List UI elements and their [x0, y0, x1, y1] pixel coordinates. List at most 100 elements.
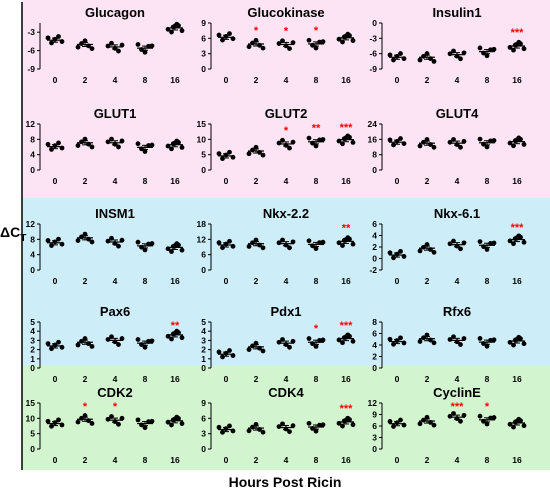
data-point-cycline	[458, 418, 463, 424]
x-tick-label-glut1: 8	[143, 176, 148, 186]
data-point-glut2	[310, 140, 315, 146]
data-point-pax6	[165, 333, 171, 339]
data-point-cycline	[491, 415, 497, 420]
data-point-cdk4	[223, 426, 229, 432]
y-tick-label-cycline: 0	[372, 444, 377, 454]
data-point-glucagon	[149, 43, 155, 49]
x-tick-label-glut1: 16	[170, 176, 180, 186]
data-point-pax6	[82, 336, 88, 341]
data-point-pax6	[109, 334, 114, 340]
data-point-cdk4	[306, 420, 312, 426]
y-tick-label-nkx-6-1: 6	[372, 219, 377, 229]
data-point-cdk4	[216, 424, 222, 430]
y-tick-label-rfx6: 0	[372, 363, 377, 373]
data-point-cdk4	[317, 422, 322, 428]
data-point-cycline	[454, 416, 460, 421]
y-tick-label-pax6: 4	[30, 326, 35, 336]
data-point-glut2	[320, 137, 326, 142]
data-point-glut2	[306, 135, 312, 141]
y-tick-label-nkx-6-1: -2	[369, 265, 377, 275]
panel-title-rfx6: Rfx6	[443, 304, 471, 319]
data-point-insulin1	[512, 42, 518, 48]
data-point-glucagon	[109, 40, 114, 46]
data-point-nkx-2-2	[276, 240, 282, 246]
data-point-glut1	[49, 146, 54, 152]
data-point-glucokinase	[287, 46, 292, 52]
data-point-glucokinase	[341, 34, 347, 40]
data-point-glucagon	[169, 29, 174, 35]
panel-nkx-2-2: Nkx-2.2 0 6 12 18 0 2 4 8 16 **	[197, 206, 356, 286]
y-tick-label-insm1: 12	[26, 219, 36, 229]
x-tick-label-insulin1: 8	[485, 75, 490, 85]
data-point-rfx6	[516, 334, 522, 340]
data-point-nkx-6-1	[461, 240, 467, 246]
x-tick-label-glut2: 2	[254, 176, 259, 186]
data-point-glut4	[451, 137, 456, 142]
data-point-glut4	[447, 139, 453, 145]
data-point-insulin1	[398, 51, 403, 56]
y-tick-label-pax6: 5	[30, 317, 35, 327]
data-point-pdx1	[340, 340, 345, 346]
data-point-nkx-6-1	[428, 247, 433, 252]
y-tick-label-glut2: 15	[197, 119, 207, 129]
data-point-rfx6	[521, 341, 527, 347]
data-point-insm1	[149, 241, 155, 246]
data-point-cdk4	[227, 423, 232, 429]
significance-marker-cdk2: *	[83, 401, 88, 413]
data-point-nkx-6-1	[481, 244, 486, 250]
x-tick-label-glut4: 2	[425, 176, 430, 186]
data-point-cycline	[394, 420, 400, 426]
data-point-pax6	[169, 336, 174, 342]
data-point-insm1	[59, 241, 65, 247]
x-tick-label-insm1: 0	[53, 276, 58, 286]
data-point-cdk2	[56, 417, 61, 423]
data-point-pax6	[89, 343, 95, 349]
data-point-glucagon	[116, 48, 121, 54]
y-tick-label-glut4: 16	[368, 134, 378, 144]
panel-glucokinase: Glucokinase 0 3 6 9 0 2 * 4 * 8 * 16	[201, 5, 356, 85]
data-point-glucokinase	[220, 37, 225, 43]
x-tick-label-nkx-6-1: 8	[485, 276, 490, 286]
data-point-insm1	[86, 236, 91, 242]
y-tick-label-glucokinase: 9	[201, 18, 206, 28]
y-tick-label-glut2: 0	[201, 165, 206, 175]
data-point-nkx-2-2	[216, 240, 222, 246]
data-point-pdx1	[306, 336, 312, 341]
data-point-insm1	[79, 234, 84, 240]
data-point-glucokinase	[345, 31, 351, 37]
data-point-glut4	[481, 141, 486, 147]
panel-title-pax6: Pax6	[100, 304, 130, 319]
data-point-glut1	[174, 138, 180, 144]
data-point-glut2	[313, 143, 319, 149]
data-point-insulin1	[431, 58, 437, 64]
y-tick-label-glut2: 5	[201, 150, 206, 160]
significance-marker-pdx1: ***	[340, 320, 354, 332]
y-tick-label-pax6: 0	[30, 363, 35, 373]
data-point-glut1	[179, 145, 185, 150]
panel-insulin1: Insulin1 -9 -6 -3 0 0 2 4 8 16 ***	[369, 5, 527, 85]
data-point-insulin1	[461, 50, 467, 56]
data-point-glut2	[350, 140, 356, 145]
y-tick-label-insm1: 4	[30, 250, 35, 260]
data-point-insm1	[89, 239, 95, 245]
x-tick-label-nkx-6-1: 0	[395, 276, 400, 286]
y-tick-label-pdx1: 5	[201, 317, 206, 327]
data-point-cycline	[401, 422, 407, 428]
data-point-cycline	[447, 413, 453, 419]
data-point-insulin1	[401, 56, 407, 62]
data-point-glut4	[477, 136, 483, 142]
significance-marker-cycline: ***	[451, 401, 465, 413]
data-point-insulin1	[387, 52, 393, 58]
data-point-pax6	[170, 331, 176, 337]
data-point-nkx-2-2	[250, 240, 255, 246]
data-point-pdx1	[220, 354, 225, 360]
group-background-endocrine	[22, 0, 550, 198]
data-point-nkx-2-2	[257, 242, 262, 248]
data-point-cdk4	[276, 424, 282, 430]
data-point-cdk4	[246, 428, 252, 434]
x-tick-label-cycline: 16	[512, 455, 522, 465]
data-point-rfx6	[398, 335, 403, 341]
data-point-rfx6	[424, 332, 430, 338]
x-tick-label-nkx-6-1: 4	[455, 276, 460, 286]
data-point-glucokinase	[283, 43, 289, 49]
